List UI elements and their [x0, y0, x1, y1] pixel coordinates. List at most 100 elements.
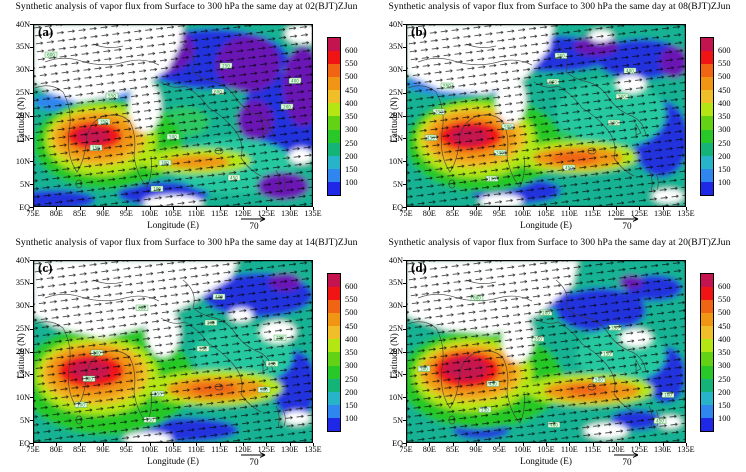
colorbar-seg-9 — [701, 391, 713, 405]
x-tickmark — [499, 207, 501, 210]
colorbar-seg-3 — [701, 77, 713, 91]
colorbar-seg-0 — [701, 274, 713, 288]
colorbar-seg-8 — [328, 142, 340, 156]
map-plot-area: 600550500450400350300250200150100600 (a) — [33, 24, 313, 207]
map-panel-b: Synthetic analysis of vapor flux from Su… — [373, 0, 746, 236]
colorbar-seg-10 — [701, 168, 713, 182]
colorbar-tick-300: 300 — [345, 125, 358, 135]
x-tickmark — [545, 443, 547, 446]
colorbar-seg-6 — [328, 352, 340, 366]
reference-arrow-icon — [241, 452, 266, 458]
colorbar-seg-1 — [701, 287, 713, 301]
x-tick-80E: 80E — [422, 209, 436, 218]
x-tick-120E: 120E — [234, 209, 252, 218]
panel-title-d: Synthetic analysis of vapor flux from Su… — [388, 237, 731, 248]
x-tickmark — [662, 207, 664, 210]
x-tick-90E: 90E — [469, 445, 483, 454]
colorbar-seg-5 — [701, 339, 713, 353]
x-tick-130E: 130E — [654, 209, 672, 218]
y-tickmark — [30, 207, 33, 208]
x-tick-135E: 135E — [677, 209, 695, 218]
x-tick-100E: 100E — [514, 209, 532, 218]
y-tickmark — [403, 161, 406, 163]
map-panel-a: Synthetic analysis of vapor flux from Su… — [0, 0, 373, 236]
y-tickmark — [30, 420, 33, 422]
colorbar-seg-1 — [328, 51, 340, 65]
colorbar-tick-350: 350 — [345, 112, 358, 121]
panel-letter-a: (a) — [38, 24, 54, 39]
x-tick-120E: 120E — [607, 209, 625, 218]
y-tickmark — [30, 328, 33, 330]
x-tickmark — [429, 443, 431, 446]
y-tick-5N: 5N — [392, 179, 403, 189]
x-tickmark — [499, 443, 501, 446]
y-tick-5N: 5N — [19, 415, 30, 425]
x-tickmark — [196, 443, 198, 446]
colorbar-tick-500: 500 — [345, 308, 358, 318]
x-tickmark — [452, 443, 454, 446]
x-tick-75E: 75E — [26, 209, 40, 218]
y-tick-20N: 20N — [388, 347, 403, 356]
vapor-flux-field-d: 450400350300250200150100600550500450 — [406, 260, 686, 443]
reference-arrow-icon — [241, 216, 266, 222]
map-plot-area: 500450400350300250200150100600550500 (c) — [33, 260, 313, 443]
x-tickmark — [406, 443, 407, 446]
colorbar-seg-5 — [328, 339, 340, 353]
x-tickmark — [102, 207, 104, 210]
x-tick-110E: 110E — [560, 445, 578, 454]
map-panel-d: Synthetic analysis of vapor flux from Su… — [373, 236, 746, 472]
colorbar-seg-8 — [328, 378, 340, 392]
colorbar-seg-7 — [701, 365, 713, 379]
y-tick-15N: 15N — [388, 369, 403, 379]
x-axis-title: Longitude (E) — [520, 456, 572, 466]
colorbar-seg-5 — [701, 103, 713, 117]
colorbar-seg-11 — [328, 417, 340, 431]
y-tickmark — [30, 443, 33, 444]
colorbar-tick-100: 100 — [718, 414, 731, 424]
x-axis-title: Longitude (E) — [147, 220, 199, 230]
colorbar-seg-2 — [328, 64, 340, 78]
colorbar-tick-250: 250 — [718, 374, 731, 384]
y-tick-35N: 35N — [388, 278, 403, 288]
x-tick-105E: 105E — [164, 209, 182, 218]
x-tick-120E: 120E — [607, 445, 625, 454]
colorbar-seg-0 — [328, 38, 340, 52]
colorbar-tick-400: 400 — [718, 98, 731, 108]
x-tick-115E: 115E — [584, 445, 602, 454]
reference-vector-value: 70 — [622, 221, 632, 231]
colorbar-tick-300: 300 — [718, 125, 731, 135]
x-tickmark — [219, 443, 221, 446]
x-tick-125E: 125E — [257, 445, 275, 454]
colorbar-tick-250: 250 — [345, 138, 358, 148]
y-tickmark — [30, 69, 33, 71]
panel-title-c: Synthetic analysis of vapor flux from Su… — [15, 237, 358, 248]
y-tickmark — [403, 115, 406, 117]
x-tickmark — [639, 207, 641, 210]
colorbar-seg-6 — [328, 116, 340, 130]
colorbar-b — [700, 37, 714, 196]
x-tickmark — [452, 207, 454, 210]
x-tick-120E: 120E — [234, 445, 252, 454]
x-tickmark — [79, 443, 81, 446]
x-tickmark — [289, 207, 291, 210]
x-tickmark — [592, 207, 594, 210]
x-tickmark — [475, 207, 477, 210]
x-axis-title: Longitude (E) — [147, 456, 199, 466]
y-tick-EQ: EQ — [19, 202, 30, 212]
y-tick-25N: 25N — [15, 88, 30, 98]
x-tickmark — [79, 207, 81, 210]
y-tickmark — [403, 420, 406, 422]
x-tickmark — [569, 443, 571, 446]
colorbar-tick-200: 200 — [718, 151, 731, 161]
colorbar-seg-1 — [328, 287, 340, 301]
y-tickmark — [30, 138, 33, 140]
reference-vector-value: 70 — [249, 221, 259, 231]
y-tick-30N: 30N — [388, 65, 403, 75]
colorbar-seg-3 — [328, 313, 340, 327]
y-tickmark — [403, 374, 406, 376]
y-tick-30N: 30N — [15, 65, 30, 75]
x-tickmark — [312, 443, 314, 446]
x-tickmark — [242, 207, 244, 210]
panel-title-a: Synthetic analysis of vapor flux from Su… — [15, 1, 358, 12]
reference-vector: 70 — [610, 450, 644, 467]
